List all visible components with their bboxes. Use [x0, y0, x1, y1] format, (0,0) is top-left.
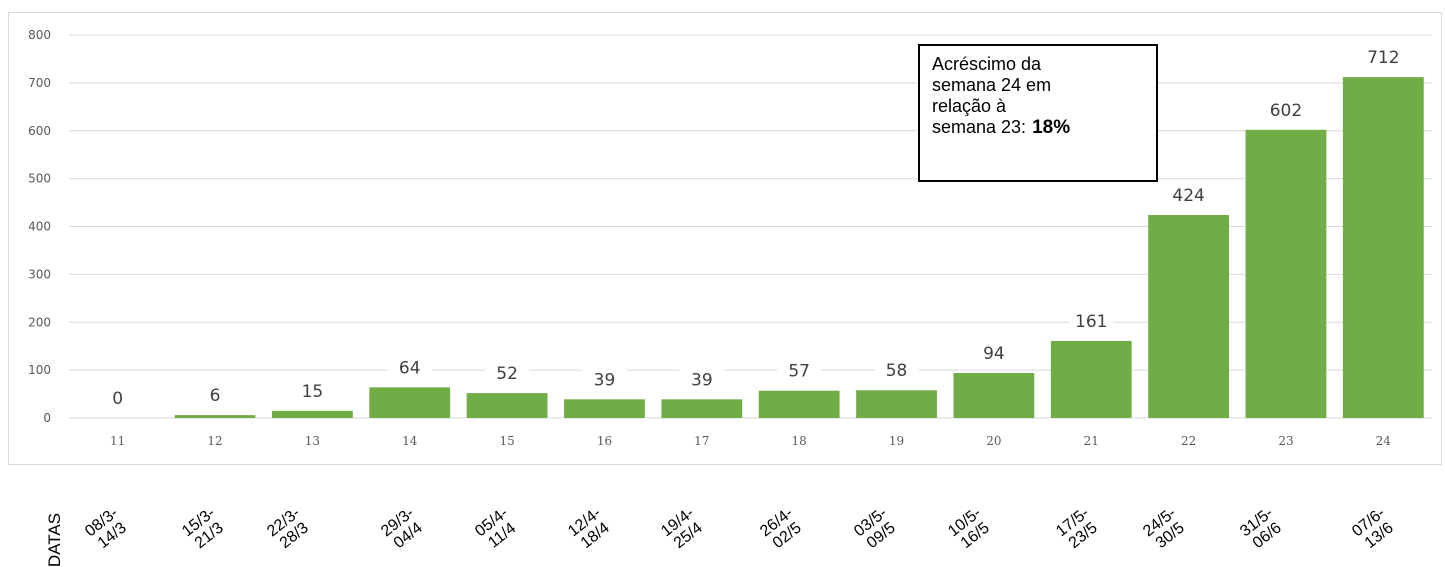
- annotation-line: semana 23:: [932, 117, 1027, 137]
- y-tick-label: 200: [28, 315, 51, 329]
- annotation-line: semana 24 em: [932, 75, 1052, 95]
- x-tick-label: 24: [1376, 434, 1392, 448]
- data-label-background: [582, 367, 627, 390]
- data-label-background: [971, 340, 1016, 363]
- bars: [174, 77, 1424, 418]
- date-range-label: 24/5- 30/5: [1131, 497, 1199, 561]
- bar: [564, 399, 645, 418]
- bar: [1245, 129, 1327, 418]
- date-range-label: 10/5- 16/5: [936, 497, 1004, 561]
- y-tick-label: 100: [28, 363, 51, 377]
- annotation-line: relação à: [932, 96, 1007, 116]
- bar: [758, 390, 840, 418]
- bar-chart: 0 100 200 300 400 500 600 700 800 0 6 15 64 52 39 39 57…: [28, 28, 1432, 448]
- data-label: 602: [1270, 101, 1302, 121]
- data-label: 0: [112, 389, 123, 409]
- data-labels: 0 6 15 64 52 39 39 57 58 94 161 424 602 712: [95, 45, 1406, 409]
- y-tick-label: 300: [28, 267, 51, 281]
- date-range-label: 15/3- 21/3: [170, 497, 238, 561]
- bar: [953, 372, 1035, 418]
- data-label-background: [1263, 97, 1308, 120]
- bar: [369, 387, 451, 418]
- date-range-label: 07/6- 13/6: [1340, 497, 1408, 561]
- data-label: 161: [1075, 312, 1107, 332]
- date-range-label: 22/3- 28/3: [255, 497, 323, 561]
- data-label-background: [679, 367, 724, 390]
- date-range-label: 29/3- 04/4: [369, 497, 437, 561]
- chart-frame: 0 100 200 300 400 500 600 700 800 0 6 15 64 52 39 39 57…: [8, 12, 1442, 465]
- bar: [1342, 77, 1424, 418]
- data-label-background: [387, 355, 432, 378]
- annotation-box: Acréscimo da semana 24 em relação à sema…: [918, 44, 1158, 182]
- x-axis-ticks: 11 12 13 14 15 16 17 18 19 20 21 22 23 24: [110, 434, 1391, 448]
- date-range-label: 05/4- 11/4: [463, 497, 531, 561]
- data-label-background: [193, 383, 238, 406]
- x-tick-label: 18: [792, 434, 807, 448]
- date-range-label: 31/5- 06/6: [1228, 497, 1296, 561]
- data-label: 52: [496, 364, 518, 384]
- data-label: 58: [886, 361, 908, 381]
- bar: [856, 390, 937, 418]
- x-tick-label: 21: [1084, 434, 1099, 448]
- data-label: 39: [691, 370, 713, 390]
- y-tick-label: 800: [28, 28, 51, 42]
- data-label: 64: [399, 358, 421, 378]
- data-label: 6: [210, 386, 221, 406]
- date-range-label: 26/4- 02/5: [748, 497, 816, 561]
- bar: [661, 399, 743, 418]
- data-label-background: [290, 378, 335, 401]
- x-tick-label: 13: [305, 434, 320, 448]
- bar: [271, 410, 353, 418]
- date-range-label: 08/3- 14/3: [73, 497, 141, 561]
- data-label: 712: [1367, 48, 1399, 68]
- x-tick-label: 23: [1278, 434, 1293, 448]
- annotation-percent: 18%: [1032, 117, 1071, 138]
- x-tick-label: 20: [986, 434, 1001, 448]
- annotation-line: Acréscimo da: [932, 54, 1042, 74]
- x-tick-label: 16: [597, 434, 612, 448]
- y-tick-label: 600: [28, 124, 51, 138]
- y-tick-label: 400: [28, 220, 51, 234]
- dates-axis-label: DATAS: [45, 512, 65, 567]
- x-tick-label: 11: [110, 434, 125, 448]
- date-range-label: 19/4- 25/4: [649, 497, 717, 561]
- y-tick-label: 500: [28, 172, 51, 186]
- data-label: 39: [594, 370, 616, 390]
- data-label-background: [874, 358, 919, 381]
- data-label: 15: [302, 382, 324, 402]
- date-range-label: 17/5- 23/5: [1044, 497, 1112, 561]
- bar: [466, 393, 548, 418]
- x-tick-label: 17: [694, 434, 709, 448]
- x-tick-label: 15: [499, 434, 514, 448]
- data-label: 57: [788, 362, 810, 382]
- bar: [174, 415, 256, 418]
- y-tick-label: 700: [28, 76, 51, 90]
- data-label: 424: [1172, 186, 1204, 206]
- data-label: 94: [983, 344, 1005, 364]
- data-label-background: [1361, 45, 1406, 68]
- data-label-background: [95, 386, 140, 408]
- x-tick-label: 19: [889, 434, 904, 448]
- bar: [1050, 340, 1132, 418]
- date-range-label: 03/5- 09/5: [842, 497, 910, 561]
- data-label-background: [1166, 183, 1211, 206]
- x-tick-label: 14: [402, 434, 418, 448]
- x-tick-label: 12: [207, 434, 222, 448]
- data-label-background: [485, 361, 530, 384]
- annotation-last-line: semana 23: 18%: [932, 117, 1144, 138]
- gridlines: [69, 34, 1432, 419]
- x-tick-label: 22: [1181, 434, 1196, 448]
- date-range-label: 12/4- 18/4: [556, 497, 624, 561]
- y-axis-ticks: 0 100 200 300 400 500 600 700 800: [28, 28, 51, 425]
- y-tick-label: 0: [43, 411, 51, 425]
- data-label-background: [777, 358, 822, 381]
- bar: [1148, 215, 1230, 418]
- data-label-background: [1069, 308, 1114, 331]
